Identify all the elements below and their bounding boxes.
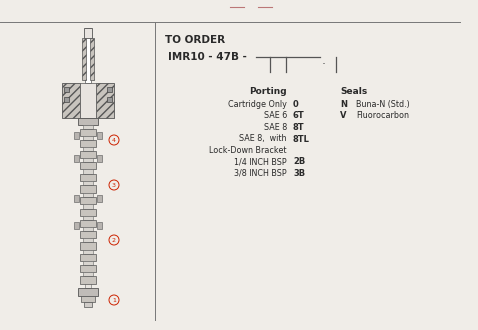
Circle shape (109, 235, 119, 245)
Circle shape (109, 135, 119, 145)
Bar (80, 174, 96, 181)
Bar (83, 169, 93, 174)
Bar (83, 261, 93, 265)
Text: 0: 0 (293, 100, 299, 109)
Bar (84, 28, 92, 38)
Bar (83, 227, 93, 231)
Bar (83, 136, 93, 140)
Text: Porting: Porting (250, 87, 287, 96)
Bar (80, 83, 96, 118)
Bar (83, 193, 93, 197)
Bar (97, 195, 102, 202)
Text: 8T: 8T (293, 123, 304, 132)
Text: 1: 1 (112, 298, 116, 303)
Bar (82, 38, 86, 80)
Bar (83, 158, 93, 162)
Bar (80, 209, 96, 216)
Text: 3B: 3B (293, 169, 305, 178)
Bar (74, 195, 79, 202)
Bar (80, 254, 96, 261)
Bar (90, 38, 94, 80)
Text: 6T: 6T (293, 112, 305, 120)
Bar (74, 222, 79, 229)
Bar (97, 222, 102, 229)
Bar (83, 272, 93, 276)
Bar (74, 132, 79, 139)
Bar (80, 242, 96, 250)
Bar (107, 87, 112, 92)
Text: 2B: 2B (293, 157, 305, 167)
Bar (78, 118, 98, 125)
Text: V: V (340, 112, 347, 120)
Bar (81, 296, 95, 302)
Text: TO ORDER: TO ORDER (165, 35, 225, 45)
Bar (64, 97, 69, 102)
Text: ·: · (322, 58, 326, 71)
Bar (83, 204, 93, 209)
Bar (80, 197, 96, 204)
Bar (80, 265, 96, 272)
Bar (83, 125, 93, 129)
Text: Seals: Seals (340, 87, 367, 96)
Bar (80, 162, 96, 169)
Text: 4: 4 (112, 138, 116, 143)
Bar (83, 238, 93, 242)
Bar (80, 276, 96, 284)
Bar (80, 140, 96, 147)
Bar (83, 250, 93, 254)
Text: SAE 8,  with: SAE 8, with (239, 135, 287, 144)
Bar (97, 132, 102, 139)
Bar (96, 83, 114, 118)
Circle shape (109, 295, 119, 305)
Bar (97, 155, 102, 162)
Text: 3/8 INCH BSP: 3/8 INCH BSP (234, 169, 287, 178)
Bar (62, 83, 80, 118)
Text: Lock-Down Bracket: Lock-Down Bracket (209, 146, 287, 155)
Text: 8TL: 8TL (293, 135, 310, 144)
Bar (83, 216, 93, 220)
Bar (83, 181, 93, 185)
Text: Cartridge Only: Cartridge Only (228, 100, 287, 109)
Text: N: N (340, 100, 347, 109)
Text: Fluorocarbon: Fluorocarbon (356, 112, 409, 120)
Bar (78, 288, 98, 296)
Bar (85, 28, 91, 83)
Text: 3: 3 (112, 183, 116, 188)
Bar (64, 87, 69, 92)
Bar (84, 302, 92, 307)
Bar (80, 151, 96, 158)
Text: IMR10 - 47B -: IMR10 - 47B - (168, 52, 247, 62)
Text: Buna-N (Std.): Buna-N (Std.) (356, 100, 410, 109)
Text: 2: 2 (112, 238, 116, 243)
Text: SAE 8: SAE 8 (264, 123, 287, 132)
Bar (80, 129, 96, 136)
Bar (80, 231, 96, 238)
Circle shape (109, 180, 119, 190)
Bar (74, 155, 79, 162)
Bar (80, 220, 96, 227)
Bar (80, 185, 96, 193)
Text: SAE 6: SAE 6 (264, 112, 287, 120)
Bar (107, 97, 112, 102)
Bar (85, 125, 91, 288)
Text: 1/4 INCH BSP: 1/4 INCH BSP (234, 157, 287, 167)
Bar (83, 147, 93, 151)
